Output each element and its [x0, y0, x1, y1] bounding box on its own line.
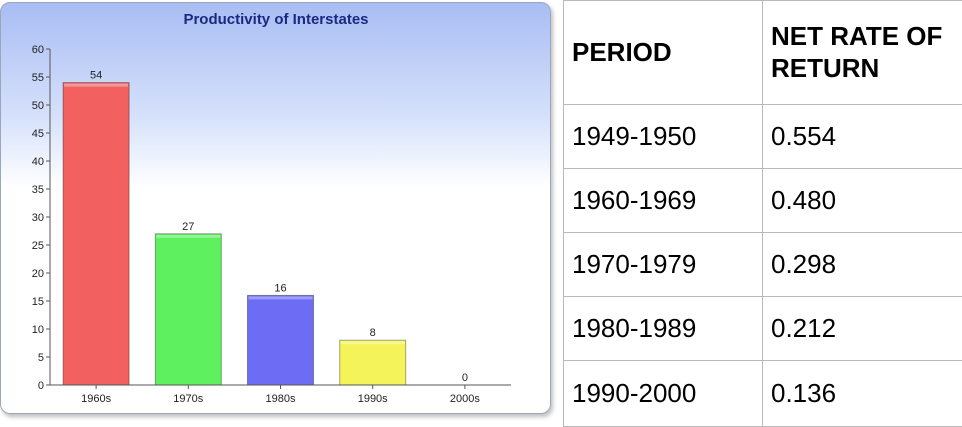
bar-highlight — [341, 341, 405, 344]
bar — [248, 295, 314, 385]
bar-highlight — [156, 235, 220, 238]
y-tick-label: 10 — [32, 324, 44, 336]
bar-highlight — [64, 84, 128, 87]
y-tick-label: 55 — [32, 72, 44, 84]
cell-rate: 0.480 — [763, 169, 962, 233]
y-tick-label: 30 — [32, 212, 44, 224]
header-net-rate: NET RATE OF RETURN — [763, 1, 962, 105]
bar-chart: Productivity of Interstates 0 5 10 15 20 25 30… — [1, 3, 551, 414]
x-tick-label: 1980s — [266, 393, 296, 405]
cell-period: 1949-1950 — [564, 105, 763, 169]
bar — [155, 234, 221, 385]
y-tick-label: 25 — [32, 240, 44, 252]
cell-rate: 0.298 — [763, 233, 962, 297]
x-tick-label: 2000s — [450, 393, 480, 405]
table-row: 1990-2000 0.136 — [564, 361, 962, 427]
cell-rate: 0.212 — [763, 297, 962, 361]
cell-rate: 0.554 — [763, 105, 962, 169]
cell-period: 1960-1969 — [564, 169, 763, 233]
bar — [340, 340, 406, 385]
bars: 54 27 16 8 0 — [63, 70, 468, 385]
cell-period: 1990-2000 — [564, 361, 763, 427]
data-label: 16 — [274, 282, 286, 294]
x-tick-label: 1960s — [81, 393, 111, 405]
x-tick-label: 1970s — [173, 393, 203, 405]
table-row: 1970-1979 0.298 — [564, 233, 962, 297]
table-header-row: PERIOD NET RATE OF RETURN — [564, 1, 962, 105]
y-tick-label: 60 — [32, 44, 44, 56]
net-return-table: PERIOD NET RATE OF RETURN 1949-1950 0.55… — [563, 0, 962, 427]
y-axis: 0 5 10 15 20 25 30 35 40 45 50 55 60 — [32, 44, 50, 392]
y-tick-label: 0 — [38, 380, 44, 392]
table-row: 1949-1950 0.554 — [564, 105, 962, 169]
table-row: 1980-1989 0.212 — [564, 297, 962, 361]
data-label: 27 — [182, 221, 194, 233]
cell-period: 1980-1989 — [564, 297, 763, 361]
cell-period: 1970-1979 — [564, 233, 763, 297]
x-tick-label: 1990s — [358, 393, 388, 405]
data-label: 54 — [90, 70, 102, 82]
data-label: 8 — [370, 327, 376, 339]
x-axis: 1960s 1970s 1980s 1990s 2000s — [50, 385, 511, 405]
bar-highlight — [249, 296, 313, 299]
y-tick-label: 15 — [32, 296, 44, 308]
data-label: 0 — [462, 372, 468, 384]
y-tick-label: 40 — [32, 156, 44, 168]
header-period: PERIOD — [564, 1, 763, 105]
y-tick-label: 5 — [38, 352, 44, 364]
y-tick-label: 45 — [32, 128, 44, 140]
table-row: 1960-1969 0.480 — [564, 169, 962, 233]
y-tick-label: 35 — [32, 184, 44, 196]
y-tick-label: 50 — [32, 100, 44, 112]
y-tick-label: 20 — [32, 268, 44, 280]
cell-rate: 0.136 — [763, 361, 962, 427]
chart-title: Productivity of Interstates — [183, 11, 368, 28]
chart-panel: Productivity of Interstates 0 5 10 15 20 25 30… — [0, 2, 551, 414]
bar — [63, 83, 129, 385]
